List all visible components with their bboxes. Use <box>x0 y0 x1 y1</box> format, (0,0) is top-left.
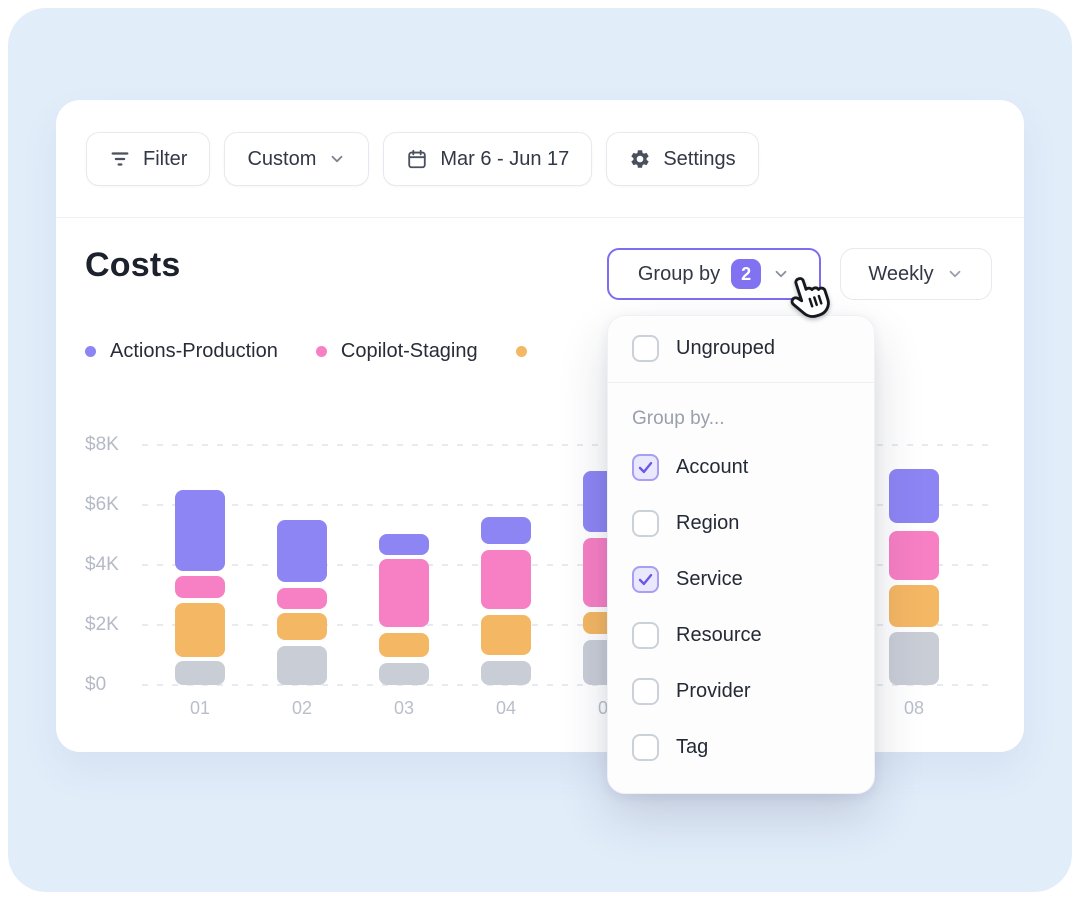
ungrouped-label: Ungrouped <box>676 336 775 359</box>
y-axis-tick-label: $8K <box>85 434 119 455</box>
bar-segment-orange[interactable] <box>481 614 531 655</box>
settings-button[interactable]: Settings <box>606 132 759 186</box>
costs-card: Filter Custom Mar 6 - Jun 17 <box>56 100 1024 752</box>
menu-item-tag[interactable]: Tag <box>632 719 850 775</box>
x-axis-tick-label: 01 <box>189 698 211 718</box>
bar-segment-pink[interactable] <box>889 530 939 580</box>
menu-options-list: Account Region Service Resource Provider Tag <box>632 439 850 775</box>
bar-segment-pink[interactable] <box>175 575 225 598</box>
y-axis-tick-label: $4K <box>85 554 119 575</box>
bar-segment-purple[interactable] <box>889 469 939 523</box>
menu-section-label: Group by... <box>632 408 725 429</box>
chevron-down-icon <box>946 265 964 283</box>
group-by-dropdown-button[interactable]: Group by 2 <box>607 248 821 300</box>
menu-item-service[interactable]: Service <box>632 551 850 607</box>
menu-item-region[interactable]: Region <box>632 495 850 551</box>
bar-segment-gray[interactable] <box>889 631 939 685</box>
bar-segment-orange[interactable] <box>379 632 429 657</box>
menu-divider <box>608 382 874 383</box>
bar-segment-pink[interactable] <box>277 587 327 609</box>
custom-label: Custom <box>247 147 317 170</box>
stacked-bar-chart: $8K$6K$4K$2K$00102030405060708 <box>56 100 1024 752</box>
menu-item-label: Service <box>676 567 743 590</box>
bar-segment-orange[interactable] <box>277 613 327 640</box>
group-by-label: Group by <box>637 262 721 285</box>
toolbar-divider <box>56 217 1024 218</box>
bar-segment-gray[interactable] <box>481 661 531 685</box>
chart-legend: Actions-Production Copilot-Staging <box>85 340 541 363</box>
bar-segment-purple[interactable] <box>277 520 327 582</box>
y-gridline <box>142 684 992 686</box>
resource-checkbox[interactable] <box>632 621 659 649</box>
cursor-pointer-icon <box>786 273 832 324</box>
page-title: Costs <box>85 246 181 284</box>
account-checkbox[interactable] <box>632 453 659 481</box>
legend-item[interactable] <box>515 340 541 363</box>
bar-segment-purple[interactable] <box>481 517 531 544</box>
calendar-icon <box>406 148 428 170</box>
menu-item-label: Resource <box>676 623 762 646</box>
legend-item[interactable]: Actions-Production <box>85 340 278 363</box>
group-by-menu: Ungrouped Group by... Account Region Servi… <box>607 315 875 794</box>
interval-label: Weekly <box>868 262 934 285</box>
bar-segment-gray[interactable] <box>175 661 225 685</box>
chevron-down-icon <box>772 265 790 283</box>
menu-item-resource[interactable]: Resource <box>632 607 850 663</box>
legend-label: Actions-Production <box>110 340 278 362</box>
provider-checkbox[interactable] <box>632 677 659 705</box>
menu-item-ungrouped[interactable]: Ungrouped <box>632 316 850 370</box>
x-axis-tick-label: 03 <box>393 698 415 718</box>
x-axis-tick-label: 08 <box>903 698 925 718</box>
legend-dot-icon <box>515 346 527 357</box>
menu-item-label: Provider <box>676 679 751 702</box>
legend-label: Copilot-Staging <box>340 340 478 362</box>
menu-item-account[interactable]: Account <box>632 439 850 495</box>
legend-dot-icon <box>85 346 96 357</box>
menu-item-label: Tag <box>676 735 709 758</box>
region-checkbox[interactable] <box>632 509 659 537</box>
checkmark-icon <box>638 461 653 473</box>
settings-label: Settings <box>663 147 736 170</box>
y-axis-tick-label: $2K <box>85 614 119 635</box>
filter-lines-icon <box>109 148 131 170</box>
filter-button[interactable]: Filter <box>86 132 211 186</box>
menu-item-provider[interactable]: Provider <box>632 663 850 719</box>
chevron-down-icon <box>328 150 346 168</box>
interval-dropdown-button[interactable]: Weekly <box>840 248 992 300</box>
toolbar: Filter Custom Mar 6 - Jun 17 <box>86 132 759 186</box>
bar-segment-gray[interactable] <box>379 662 429 685</box>
y-gridline <box>142 504 992 506</box>
gear-icon <box>629 148 651 170</box>
menu-item-label: Account <box>676 455 749 478</box>
bar-segment-pink[interactable] <box>481 550 531 609</box>
bar-segment-pink[interactable] <box>379 559 429 627</box>
group-by-count-badge: 2 <box>731 259 762 289</box>
x-axis-tick-label: 02 <box>291 698 313 718</box>
tag-checkbox[interactable] <box>632 733 659 761</box>
y-gridline <box>142 624 992 626</box>
bar-segment-orange[interactable] <box>175 602 225 657</box>
y-axis-tick-label: $6K <box>85 494 119 515</box>
filter-label: Filter <box>143 147 188 170</box>
legend-dot-icon <box>315 346 327 357</box>
date-range-label: Mar 6 - Jun 17 <box>440 147 570 170</box>
date-range-button[interactable]: Mar 6 - Jun 17 <box>383 132 593 186</box>
x-axis-tick-label: 04 <box>495 698 517 718</box>
y-axis-tick-label: $0 <box>85 674 107 695</box>
bar-segment-purple[interactable] <box>175 490 225 571</box>
y-gridline <box>142 444 992 446</box>
y-gridline <box>142 564 992 566</box>
bar-segment-purple[interactable] <box>379 533 429 555</box>
ungrouped-checkbox[interactable] <box>632 334 659 362</box>
checkmark-icon <box>638 573 653 585</box>
legend-item[interactable]: Copilot-Staging <box>315 340 478 363</box>
bar-segment-gray[interactable] <box>277 646 327 685</box>
bar-segment-orange[interactable] <box>889 584 939 627</box>
service-checkbox[interactable] <box>632 565 659 593</box>
custom-range-dropdown[interactable]: Custom <box>224 132 370 186</box>
menu-item-label: Region <box>676 511 740 534</box>
